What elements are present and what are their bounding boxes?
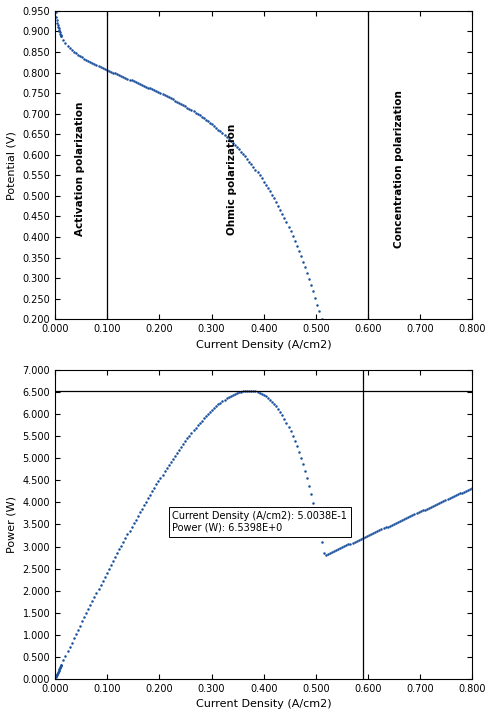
Text: Concentration polarization: Concentration polarization <box>394 90 404 248</box>
Y-axis label: Potential (V): Potential (V) <box>7 130 17 200</box>
Text: Activation polarization: Activation polarization <box>75 102 85 236</box>
Text: Current Density (A/cm2): 5.0038E-1
Power (W): 6.5398E+0: Current Density (A/cm2): 5.0038E-1 Power… <box>173 511 348 533</box>
Text: Ohmic polarization: Ohmic polarization <box>227 124 238 235</box>
X-axis label: Current Density (A/cm2): Current Density (A/cm2) <box>196 339 331 349</box>
Y-axis label: Power (W): Power (W) <box>7 496 17 553</box>
X-axis label: Current Density (A/cm2): Current Density (A/cm2) <box>196 699 331 709</box>
